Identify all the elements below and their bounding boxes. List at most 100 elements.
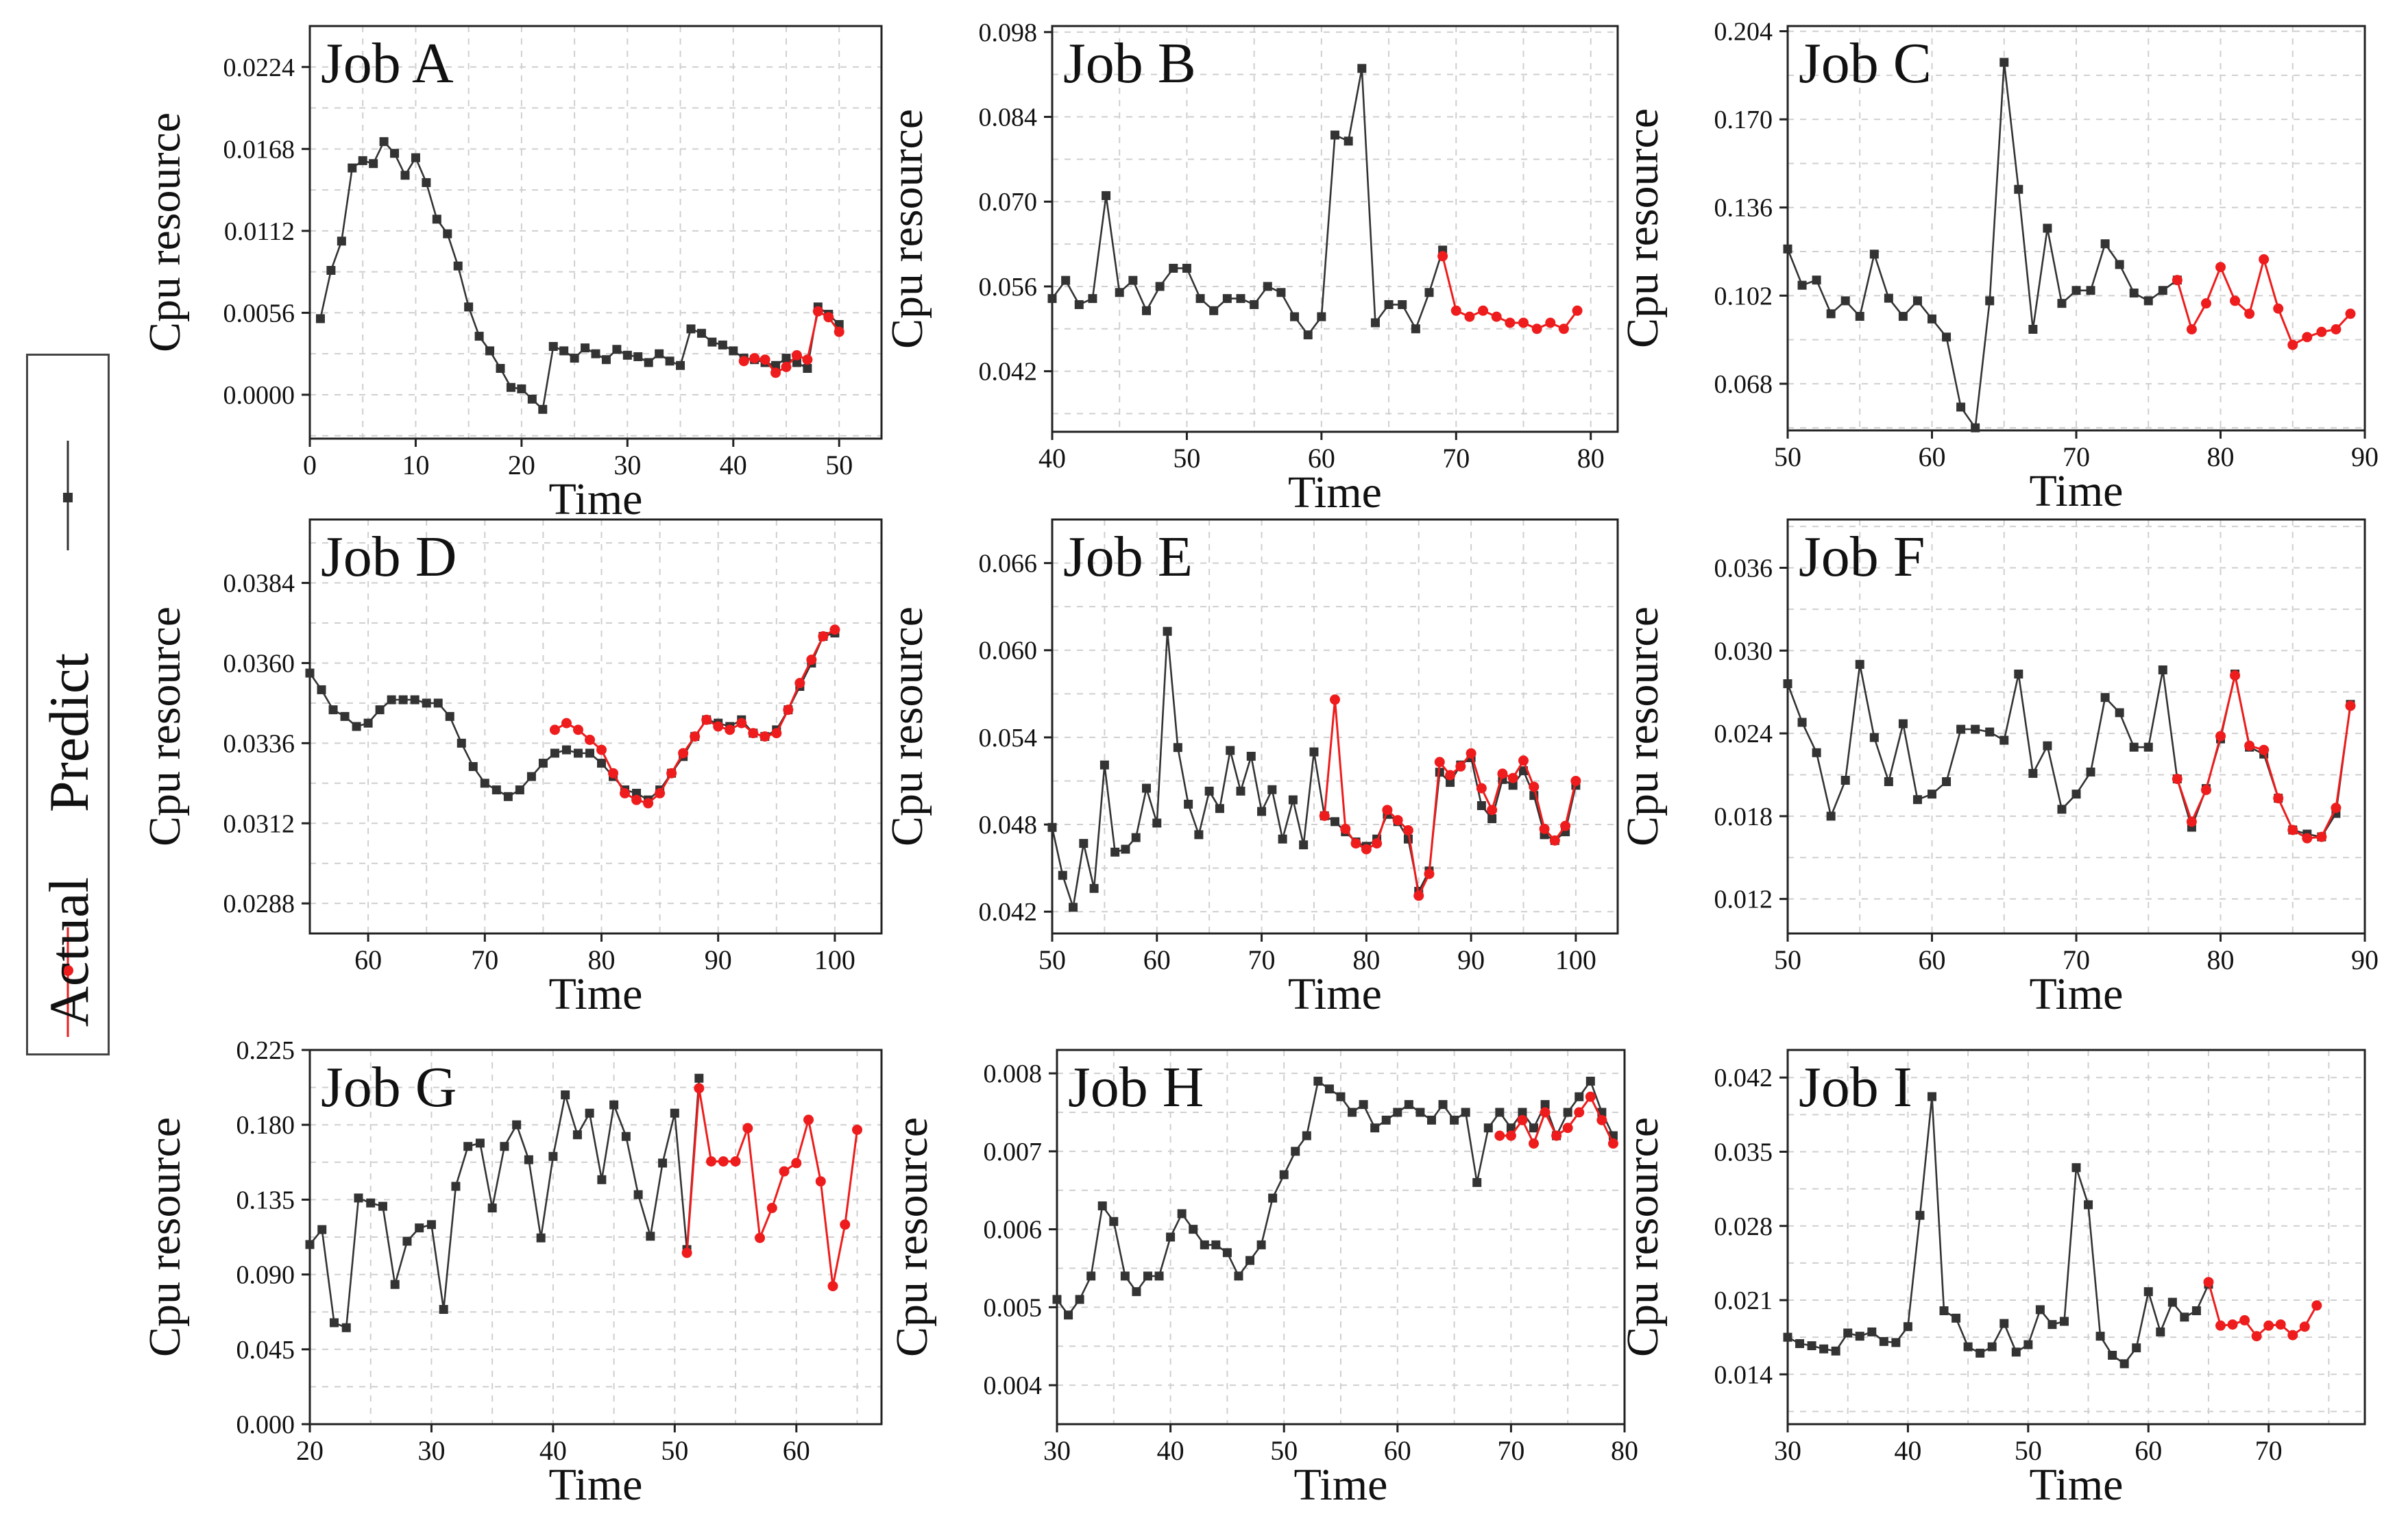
actual-point <box>1204 786 1214 796</box>
predict-point <box>749 353 760 364</box>
predict-point <box>608 768 619 779</box>
actual-point <box>1142 783 1151 793</box>
predict-point <box>701 714 712 725</box>
legend-predict-marker <box>62 965 73 976</box>
predict-point <box>572 724 583 735</box>
actual-point <box>1903 1322 1912 1332</box>
actual-point <box>538 759 548 768</box>
predict-point <box>1450 305 1461 316</box>
x-axis-label: Time <box>1288 969 1382 1019</box>
x-tick-label: 60 <box>1308 443 1335 474</box>
actual-point <box>451 1182 461 1191</box>
actual-point <box>581 343 590 353</box>
x-tick-label: 20 <box>296 1435 324 1466</box>
predict-point <box>2273 793 2284 804</box>
predict-point <box>2244 740 2255 751</box>
y-tick-label: 0.180 <box>236 1111 295 1140</box>
x-tick-label: 80 <box>1352 944 1380 975</box>
predict-point <box>759 354 770 365</box>
y-tick-label: 0.0288 <box>223 890 295 918</box>
predict-point <box>806 655 817 665</box>
actual-point <box>1357 64 1367 73</box>
plot-frame <box>1056 1049 1626 1426</box>
x-tick-label: 50 <box>825 450 853 480</box>
actual-point <box>2180 1312 2189 1322</box>
predict-point <box>1330 694 1340 705</box>
predict-point <box>2239 1315 2250 1325</box>
actual-point <box>485 346 495 356</box>
actual-point <box>1540 1100 1550 1110</box>
actual-point <box>2167 1297 2177 1307</box>
actual-point <box>1483 1123 1493 1133</box>
actual-point <box>1487 814 1497 824</box>
actual-point <box>1115 288 1124 297</box>
actual-point <box>1840 296 1850 306</box>
actual-point <box>834 319 844 329</box>
y-tick-label: 0.035 <box>1714 1138 1773 1166</box>
predict-point <box>2316 831 2327 842</box>
actual-point <box>1121 844 1130 854</box>
actual-point <box>718 340 727 350</box>
actual-point <box>487 1203 497 1213</box>
x-tick-label: 70 <box>2063 441 2090 472</box>
actual-point <box>1173 743 1182 753</box>
predict-point <box>1596 1114 1607 1125</box>
actual-point <box>463 1142 473 1151</box>
x-tick-label: 50 <box>1774 441 1801 472</box>
predict-point <box>1382 805 1393 816</box>
actual-point <box>363 718 373 728</box>
predict-point <box>1549 835 1560 846</box>
actual-point <box>1074 300 1084 309</box>
predict-point <box>620 787 631 798</box>
y-tick-label: 0.018 <box>1714 803 1773 831</box>
predict-point <box>655 787 666 798</box>
y-tick-label: 0.056 <box>979 273 1038 302</box>
predict-point <box>2287 824 2298 835</box>
predict-point <box>730 1156 741 1167</box>
actual-point <box>573 748 583 758</box>
x-tick-label: 60 <box>1919 441 1946 472</box>
actual-point <box>1819 1344 1829 1354</box>
actual-point <box>2014 184 2023 194</box>
actual-point <box>1999 735 2009 745</box>
actual-point <box>1267 785 1277 794</box>
predict-point <box>2215 731 2226 742</box>
predict-point <box>1518 755 1529 766</box>
actual-point <box>1971 724 1980 734</box>
actual-point <box>1069 903 1078 912</box>
actual-point <box>1131 833 1141 842</box>
predict-point <box>1424 868 1435 879</box>
predict-point <box>718 1156 729 1167</box>
actual-point <box>1963 1342 1973 1352</box>
x-tick-label: 70 <box>1248 944 1276 975</box>
predict-point <box>1505 1130 1516 1141</box>
actual-point <box>2084 1200 2093 1210</box>
x-tick-label: 40 <box>720 450 747 480</box>
panel-title: Job E <box>1063 525 1193 589</box>
actual-point <box>1317 312 1326 321</box>
predict-point <box>738 356 749 367</box>
actual-point <box>2158 665 2167 674</box>
actual-point <box>2043 223 2052 233</box>
y-tick-label: 0.066 <box>979 550 1038 578</box>
y-tick-label: 0.028 <box>1714 1212 1773 1241</box>
chart-panel-1: 0 10 20 30 40 50 0.0000 0.0056 0.0112 0.0168 0.022… <box>140 25 883 524</box>
y-axis-label: Cpu resource <box>1618 607 1668 846</box>
x-axis-label: Time <box>549 1460 643 1510</box>
predict-point <box>1476 783 1487 794</box>
predict-point <box>1507 772 1518 783</box>
actual-point <box>622 350 632 360</box>
actual-point <box>1956 402 1966 412</box>
predict-point <box>781 361 792 372</box>
actual-point <box>1952 1313 1961 1323</box>
actual-point <box>1529 1123 1539 1133</box>
predict-point <box>2287 1330 2298 1341</box>
actual-point <box>621 1132 631 1141</box>
actual-point <box>1336 1092 1346 1101</box>
x-tick-label: 90 <box>2351 441 2379 472</box>
x-tick-label: 90 <box>705 944 732 975</box>
actual-point <box>1884 293 1893 303</box>
predict-point <box>840 1219 851 1230</box>
actual-point <box>496 364 505 374</box>
y-tick-label: 0.012 <box>1714 885 1773 914</box>
